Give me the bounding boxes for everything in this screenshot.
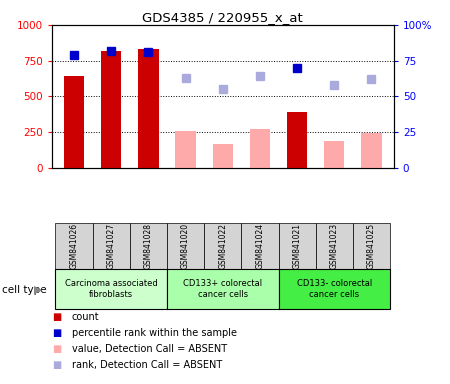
Text: count: count (72, 312, 99, 322)
FancyBboxPatch shape (279, 269, 390, 309)
Text: ▶: ▶ (34, 285, 42, 295)
Text: percentile rank within the sample: percentile rank within the sample (72, 328, 237, 338)
FancyBboxPatch shape (279, 223, 316, 269)
Text: cell type: cell type (2, 285, 47, 295)
FancyBboxPatch shape (55, 269, 167, 309)
Text: CD133- colorectal
cancer cells: CD133- colorectal cancer cells (297, 279, 372, 299)
Text: GSM841025: GSM841025 (367, 223, 376, 269)
Text: GSM841021: GSM841021 (292, 223, 302, 269)
Bar (138, 49, 158, 168)
Text: ■: ■ (52, 360, 61, 370)
Bar (212, 144, 233, 168)
Text: Carcinoma associated
fibroblasts: Carcinoma associated fibroblasts (65, 279, 158, 299)
Bar (101, 51, 122, 168)
FancyBboxPatch shape (167, 223, 204, 269)
Bar (64, 76, 84, 168)
Text: value, Detection Call = ABSENT: value, Detection Call = ABSENT (72, 344, 227, 354)
Bar (287, 112, 307, 168)
Text: GSM841028: GSM841028 (144, 223, 153, 269)
FancyBboxPatch shape (167, 269, 279, 309)
FancyBboxPatch shape (353, 223, 390, 269)
Text: GSM841027: GSM841027 (107, 223, 116, 269)
Text: GSM841022: GSM841022 (218, 223, 227, 269)
Text: GSM841020: GSM841020 (181, 223, 190, 269)
Text: ■: ■ (52, 312, 61, 322)
FancyBboxPatch shape (204, 223, 241, 269)
Text: ■: ■ (52, 328, 61, 338)
Bar (250, 129, 270, 168)
Text: GSM841023: GSM841023 (330, 223, 339, 269)
Bar (324, 141, 345, 168)
Text: CD133+ colorectal
cancer cells: CD133+ colorectal cancer cells (183, 279, 262, 299)
FancyBboxPatch shape (316, 223, 353, 269)
Bar (361, 133, 382, 168)
Text: GSM841024: GSM841024 (256, 223, 265, 269)
Title: GDS4385 / 220955_x_at: GDS4385 / 220955_x_at (142, 11, 303, 24)
FancyBboxPatch shape (241, 223, 279, 269)
Text: GSM841026: GSM841026 (70, 223, 79, 269)
FancyBboxPatch shape (93, 223, 130, 269)
Bar (176, 131, 196, 168)
Text: ■: ■ (52, 344, 61, 354)
FancyBboxPatch shape (55, 223, 93, 269)
Text: rank, Detection Call = ABSENT: rank, Detection Call = ABSENT (72, 360, 222, 370)
FancyBboxPatch shape (130, 223, 167, 269)
